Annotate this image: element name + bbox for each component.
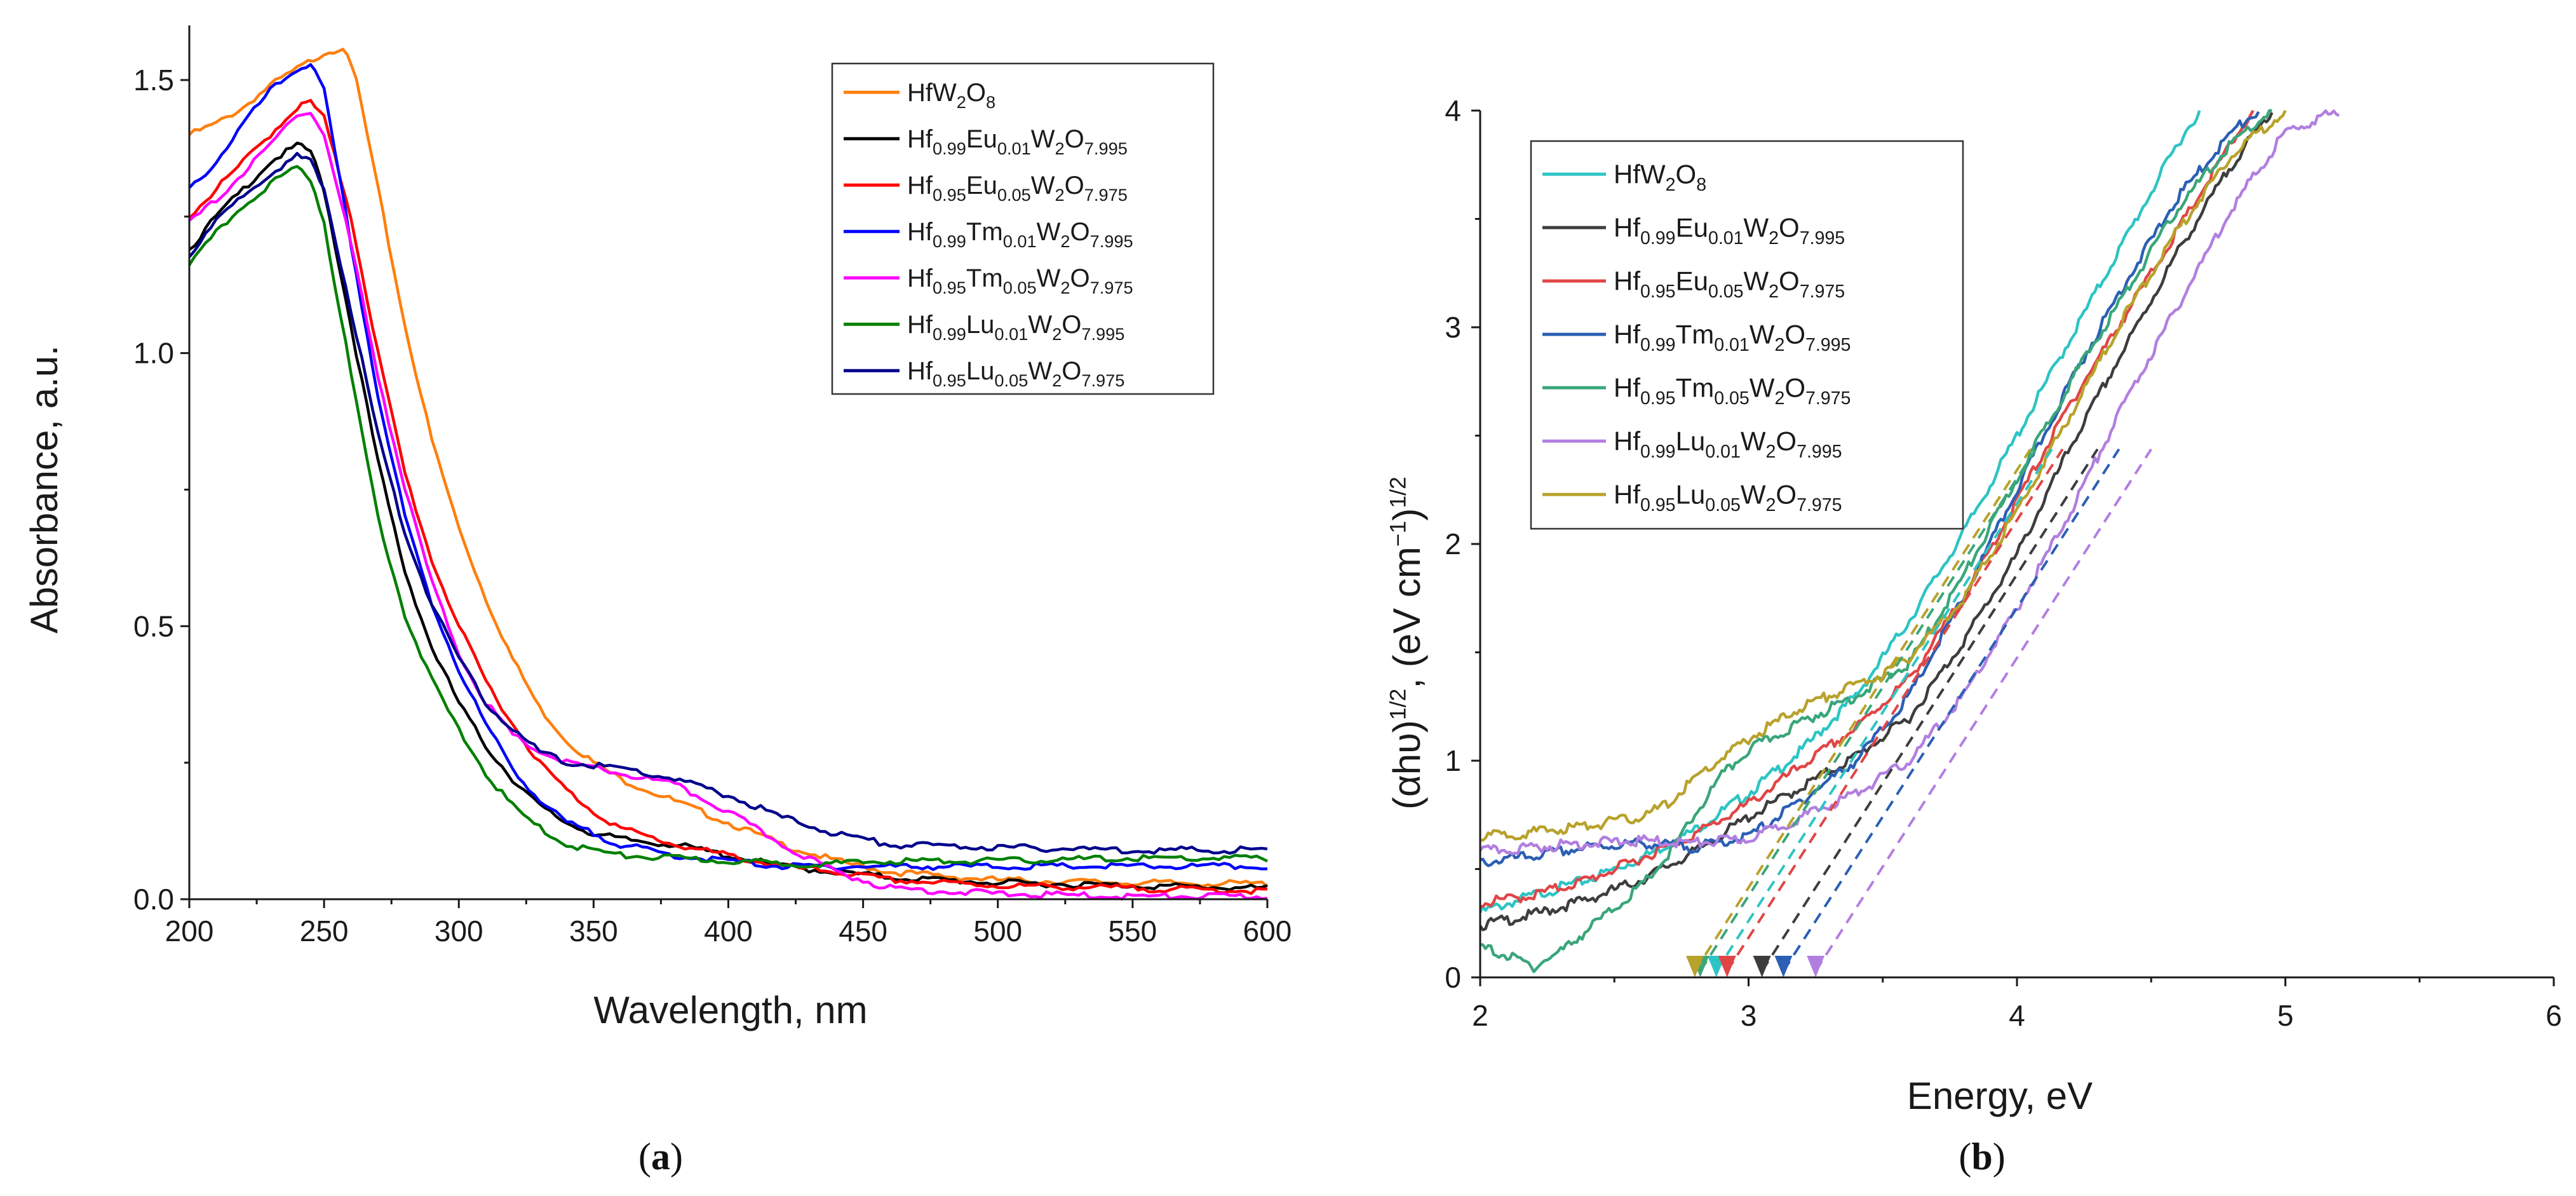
panel-a-series-line-7 [188, 152, 1268, 855]
panel-b-extrapolation-line [1726, 448, 2064, 972]
panel-b-legend-label: HfW2​O8​ [1614, 159, 1706, 195]
panel-b-series-line-4 [1480, 111, 2260, 867]
panel-b-legend-label: Hf0.99​Lu0.01​W2​O7.995​ [1614, 426, 1842, 462]
panel-a-x-tick-label: 500 [973, 914, 1022, 948]
panel-b-extrapolation-line [1760, 448, 2099, 972]
panel-b-legend-label: Hf0.95​Tm0.05​W2​O7.975​ [1614, 372, 1851, 409]
panel-b-legend: HfW2​O8​ Hf0.99​Eu0.01​W2​O7.995​ Hf0.95​E… [1530, 140, 1964, 530]
panel-a-x-tick-label: 250 [300, 914, 349, 948]
panel-a-legend-label: Hf0.95​Lu0.05​W2​O7.975​ [907, 357, 1124, 390]
panel-a-series-group [188, 48, 1269, 901]
panel-a-series-line-6 [188, 165, 1268, 869]
panel-a: 200 250 300 350 400 450 500 550 6000.00.51.01.5 … [23, 25, 1291, 1178]
panel-a-x-tick-label: 300 [435, 914, 483, 948]
panel-b-series-group [1478, 109, 2340, 974]
panel-a-series-line-5 [188, 112, 1268, 901]
panel-a-legend-label: HfW2​O8​ [907, 79, 995, 112]
panel-a-series-line-1 [188, 48, 1269, 888]
panel-b-extrapolation-line [1699, 448, 2037, 972]
panel-b-legend-label: Hf0.95​Eu0.05​W2​O7.975​ [1614, 266, 1845, 302]
panel-a-y-axis-title: Absorbance, a.u. [23, 345, 65, 634]
panel-a-x-tick-label: 550 [1109, 914, 1157, 948]
panel-b-x-axis-title: Energy, eV [1907, 1075, 2093, 1117]
panel-b-intercept-arrow [1686, 956, 1704, 977]
panel-b-legend-label: Hf0.95​Lu0.05​W2​O7.975​ [1614, 479, 1842, 515]
panel-b-y-tick-label: 1 [1445, 744, 1461, 777]
panel-b-intercept-arrow [1753, 956, 1771, 977]
panel-a-y-tick-label: 1.5 [133, 64, 174, 97]
panel-b-y-tick-label: 2 [1445, 527, 1461, 561]
panel-a-y-tick-label: 1.0 [133, 337, 174, 370]
panel-b-y-tick-label: 0 [1445, 961, 1461, 994]
panel-a-legend-frame [831, 62, 1215, 395]
panel-a-y-tick-label: 0.0 [133, 883, 174, 916]
panel-b-intercept-arrow [1718, 956, 1736, 977]
panel-b-x-tick-label: 3 [1741, 999, 1757, 1032]
panel-a-legend-label: Hf0.99​Tm0.01​W2​O7.995​ [907, 218, 1133, 251]
panel-b-extrapolation-line [1782, 448, 2121, 972]
panel-a-label: (a) [638, 1136, 683, 1178]
panel-b-y-tick-label: 4 [1445, 94, 1461, 127]
panel-a-x-tick-label: 450 [839, 914, 887, 948]
panel-b: 2 3 4 5 6 0 1 2 3 4 Energy, eV (αhυ)1/2​, (eV cm−… [1385, 94, 2561, 1178]
panel-a-legend: HfW2​O8​ Hf0.99​Eu0.01​W2​O7.995​ Hf0.95​E… [831, 62, 1215, 395]
panel-b-x-tick-label: 2 [1472, 999, 1488, 1032]
panel-b-extrapolation-group [1686, 448, 2152, 977]
panel-b-intercept-arrow [1774, 956, 1793, 977]
panel-b-extrapolation-line [1694, 448, 2032, 972]
panel-b-x-tick-label: 6 [2546, 999, 2562, 1032]
panel-a-legend-label: Hf0.99​Eu0.01​W2​O7.995​ [907, 125, 1128, 158]
panel-a-x-tick-label: 600 [1243, 914, 1292, 948]
panel-b-legend-label: Hf0.99​Eu0.01​W2​O7.995​ [1614, 212, 1845, 248]
panel-b-y-axis-title: (αhυ)1/2​, (eV cm−1​)1/2​ [1385, 477, 1428, 810]
panel-b-extrapolation-line [1814, 448, 2152, 972]
panel-b-label: (b) [1959, 1136, 2005, 1178]
panel-b-series-line-2 [1479, 112, 2274, 932]
panel-b-intercept-arrow [1807, 956, 1825, 977]
panel-b-legend-label: Hf0.99​Tm0.01​W2​O7.995​ [1614, 319, 1851, 355]
panel-a-y-tick-label: 0.5 [133, 609, 174, 642]
panel-b-extrapolation-line [1715, 448, 2053, 972]
panel-a-series-line-4 [188, 63, 1268, 871]
panel-b-legend-frame [1530, 140, 1964, 530]
panel-b-y-tick-label: 3 [1445, 311, 1461, 344]
panel-b-series-line-1 [1478, 110, 2201, 913]
panel-a-legend-label: Hf0.95​Eu0.05​W2​O7.975​ [907, 172, 1128, 205]
panel-b-series-line-3 [1480, 109, 2255, 908]
panel-b-x-tick-label: 5 [2277, 999, 2294, 1032]
panel-a-x-axis-title: Wavelength, nm [593, 989, 867, 1031]
panel-a-legend-label: Hf0.95​Tm0.05​W2​O7.975​ [907, 264, 1133, 297]
panel-a-series-line-2 [188, 141, 1268, 892]
panel-b-series-line-6 [1479, 109, 2340, 855]
panel-a-x-tick-label: 400 [704, 914, 753, 948]
panel-a-legend-label: Hf0.99​Lu0.01​W2​O7.995​ [907, 311, 1124, 344]
panel-a-series-line-3 [188, 99, 1267, 895]
panel-b-x-tick-label: 4 [2009, 999, 2025, 1032]
panel-a-x-tick-label: 350 [569, 914, 618, 948]
panel-a-x-tick-label: 200 [165, 914, 214, 948]
